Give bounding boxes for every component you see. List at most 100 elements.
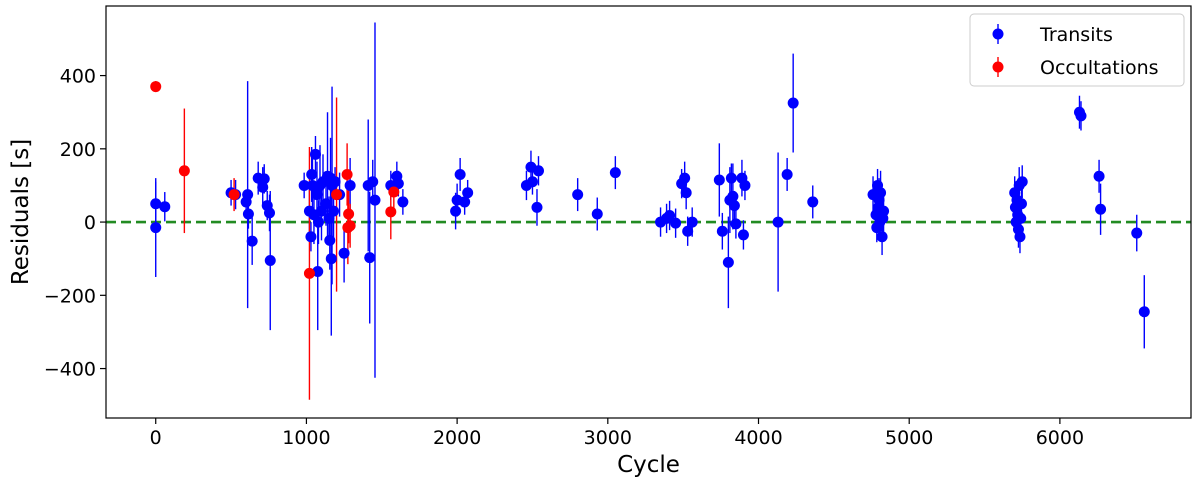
- data-point-transits-23: [312, 266, 324, 278]
- data-point-transits-6: [242, 189, 254, 201]
- plot-area: [106, 22, 1191, 400]
- data-point-transits-75: [727, 190, 739, 202]
- data-point-transits-13: [264, 207, 276, 219]
- data-point-transits-67: [680, 187, 692, 199]
- x-tick-label-6: 6000: [1036, 427, 1084, 449]
- data-point-transits-52: [462, 187, 474, 199]
- y-axis-ticks: −400 −200 0 200 400: [44, 66, 106, 381]
- data-point-transits-33: [325, 253, 337, 265]
- data-point-transits-94: [876, 231, 888, 243]
- data-point-transits-21: [309, 148, 321, 160]
- data-point-transits-47: [397, 196, 409, 208]
- data-point-transits-18: [306, 168, 318, 180]
- data-point-transits-64: [670, 217, 682, 229]
- data-point-transits-24: [312, 216, 324, 228]
- data-point-transits-31: [324, 234, 336, 246]
- data-point-transits-71: [716, 225, 728, 237]
- legend-items: Transits Occultations: [992, 24, 1159, 79]
- x-tick-label-3: 3000: [584, 427, 632, 449]
- data-point-transits-11: [258, 173, 270, 185]
- data-point-transits-56: [531, 201, 543, 213]
- data-point-transits-79: [737, 229, 749, 241]
- data-point-transits-14: [264, 255, 276, 267]
- legend-label-occultations: Occultations: [1040, 57, 1159, 79]
- data-point-transits-48: [450, 205, 462, 217]
- data-point-transits-2: [159, 201, 171, 213]
- data-point-transits-80: [739, 179, 751, 191]
- data-point-transits-0: [150, 198, 162, 210]
- data-point-transits-7: [242, 208, 254, 220]
- data-point-occultations-7: [343, 208, 355, 220]
- data-point-transits-36: [329, 176, 341, 188]
- data-point-transits-72: [722, 256, 734, 268]
- data-point-transits-43: [369, 194, 381, 206]
- data-point-transits-109: [1075, 110, 1087, 122]
- data-point-transits-105: [1015, 212, 1027, 224]
- data-point-transits-8: [246, 235, 258, 247]
- y-tick-label-1: −200: [44, 285, 96, 307]
- data-point-transits-76: [728, 200, 740, 212]
- y-axis-label: Residuals [s]: [8, 139, 34, 285]
- data-point-transits-39: [344, 179, 356, 191]
- data-point-transits-69: [686, 216, 698, 228]
- data-point-transits-92: [875, 187, 887, 199]
- data-point-occultations-1: [178, 165, 190, 177]
- data-point-transits-104: [1014, 231, 1026, 243]
- data-point-occultations-9: [385, 206, 397, 218]
- data-point-transits-1: [150, 222, 162, 234]
- data-point-transits-28: [320, 198, 332, 210]
- y-tick-label-4: 400: [60, 66, 96, 88]
- data-point-transits-112: [1131, 227, 1143, 239]
- data-point-transits-22: [311, 189, 323, 201]
- data-point-transits-51: [459, 196, 471, 208]
- data-point-transits-10: [257, 181, 269, 193]
- legend-marker-transits: [992, 28, 1004, 40]
- y-tick-label-0: −400: [44, 359, 96, 381]
- data-point-transits-96: [878, 205, 890, 217]
- legend-box: [969, 13, 1185, 87]
- data-point-transits-19: [306, 179, 318, 191]
- data-point-transits-15: [298, 179, 310, 191]
- data-point-transits-110: [1093, 170, 1105, 182]
- data-point-transits-106: [1015, 198, 1027, 210]
- legend: Transits Occultations: [969, 13, 1185, 87]
- x-axis-ticks: 0 1000 2000 3000 4000 5000 6000: [150, 418, 1084, 449]
- x-tick-label-4: 4000: [734, 427, 782, 449]
- data-point-transits-113: [1138, 306, 1150, 318]
- data-point-transits-83: [787, 97, 799, 109]
- axes-frame: [105, 5, 1192, 419]
- data-point-transits-68: [682, 225, 694, 237]
- data-point-transits-74: [725, 172, 737, 184]
- data-point-transits-107: [1016, 176, 1028, 188]
- data-point-transits-81: [772, 216, 784, 228]
- data-point-transits-58: [572, 189, 584, 201]
- y-tick-label-3: 200: [60, 139, 96, 161]
- data-point-transits-77: [730, 218, 742, 230]
- x-tick-label-2: 2000: [433, 427, 481, 449]
- data-point-occultations-10: [388, 186, 400, 198]
- data-point-occultations-2: [228, 189, 240, 201]
- data-point-transits-55: [526, 176, 538, 188]
- data-point-occultations-3: [303, 267, 315, 279]
- data-point-transits-70: [713, 174, 725, 186]
- x-axis-label: Cycle: [617, 452, 680, 478]
- x-tick-label-5: 5000: [885, 427, 933, 449]
- data-point-transits-35: [328, 205, 340, 217]
- x-tick-label-0: 0: [150, 427, 162, 449]
- data-point-transits-111: [1095, 203, 1107, 215]
- data-point-transits-60: [609, 167, 621, 179]
- data-point-transits-41: [364, 252, 376, 264]
- data-point-transits-57: [532, 165, 544, 177]
- data-point-occultations-5: [341, 168, 353, 180]
- legend-label-transits: Transits: [1039, 24, 1113, 46]
- data-point-transits-84: [807, 196, 819, 208]
- data-point-transits-63: [664, 209, 676, 221]
- data-point-occultations-4: [331, 189, 343, 201]
- data-point-transits-59: [591, 208, 603, 220]
- data-point-occultations-0: [150, 81, 162, 93]
- data-point-transits-38: [338, 247, 350, 259]
- legend-marker-occultations: [992, 61, 1004, 73]
- data-point-transits-46: [392, 178, 404, 190]
- data-point-transits-17: [305, 231, 317, 243]
